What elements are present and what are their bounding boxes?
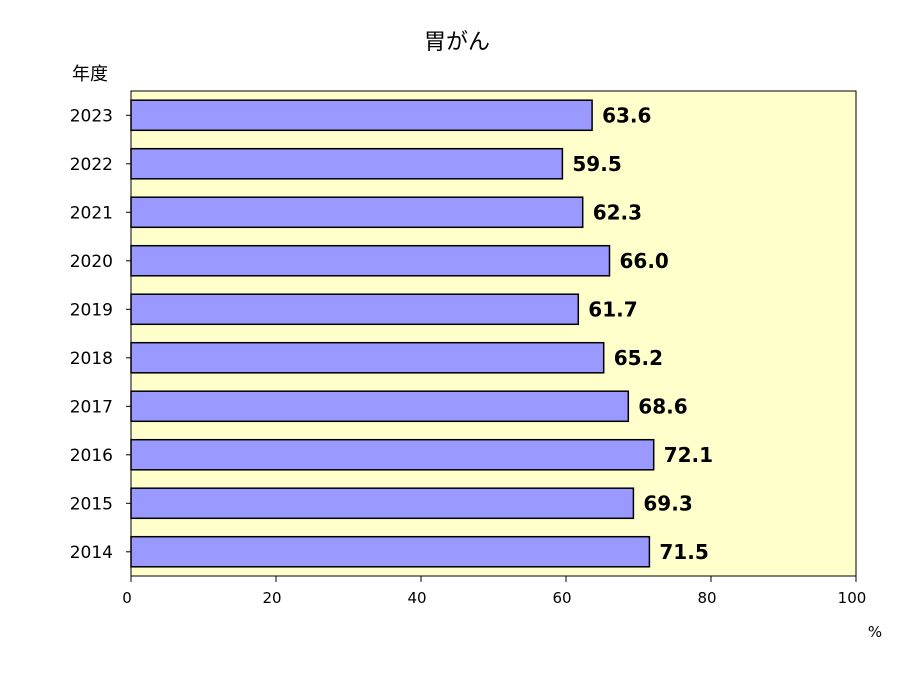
category-label-2020: 2020 (70, 252, 113, 272)
x-tick-label-40: 40 (407, 589, 426, 607)
y-axis-label: 年度 (72, 64, 108, 85)
category-label-2023: 2023 (70, 106, 113, 126)
category-label-2015: 2015 (70, 494, 113, 514)
data-label-2016: 72.1 (664, 443, 713, 467)
chart-title: 胃がん (424, 30, 490, 55)
x-tick-label-100: 100 (838, 589, 867, 607)
x-tick-label-20: 20 (262, 589, 281, 607)
category-label-2014: 2014 (70, 543, 113, 563)
category-label-2018: 2018 (70, 349, 113, 369)
x-axis-unit: % (868, 623, 882, 641)
data-label-2021: 62.3 (593, 200, 642, 224)
bar-2014 (130, 535, 651, 568)
bar-2021 (130, 196, 584, 229)
category-label-2022: 2022 (70, 155, 113, 175)
x-tick-label-80: 80 (697, 589, 716, 607)
bar-2020 (130, 244, 611, 277)
data-label-2020: 66.0 (620, 249, 669, 273)
x-tick-label-0: 0 (122, 589, 132, 607)
bar-2022 (130, 147, 564, 180)
data-label-2018: 65.2 (614, 346, 663, 370)
category-label-2021: 2021 (70, 203, 113, 223)
data-label-2023: 63.6 (602, 103, 651, 127)
data-label-2015: 69.3 (643, 491, 692, 515)
category-label-2017: 2017 (70, 397, 113, 417)
data-label-2019: 61.7 (588, 297, 637, 321)
x-tick-label-60: 60 (552, 589, 571, 607)
bar-2015 (130, 487, 635, 520)
bar-2016 (130, 438, 655, 471)
data-label-2014: 71.5 (659, 540, 708, 564)
data-label-2022: 59.5 (572, 152, 621, 176)
data-label-2017: 68.6 (638, 394, 687, 418)
category-label-2016: 2016 (70, 446, 113, 466)
bar-2019 (130, 293, 580, 326)
bar-2018 (130, 341, 605, 374)
category-label-2019: 2019 (70, 300, 113, 320)
bar-2017 (130, 390, 630, 423)
bar-2023 (130, 99, 593, 132)
